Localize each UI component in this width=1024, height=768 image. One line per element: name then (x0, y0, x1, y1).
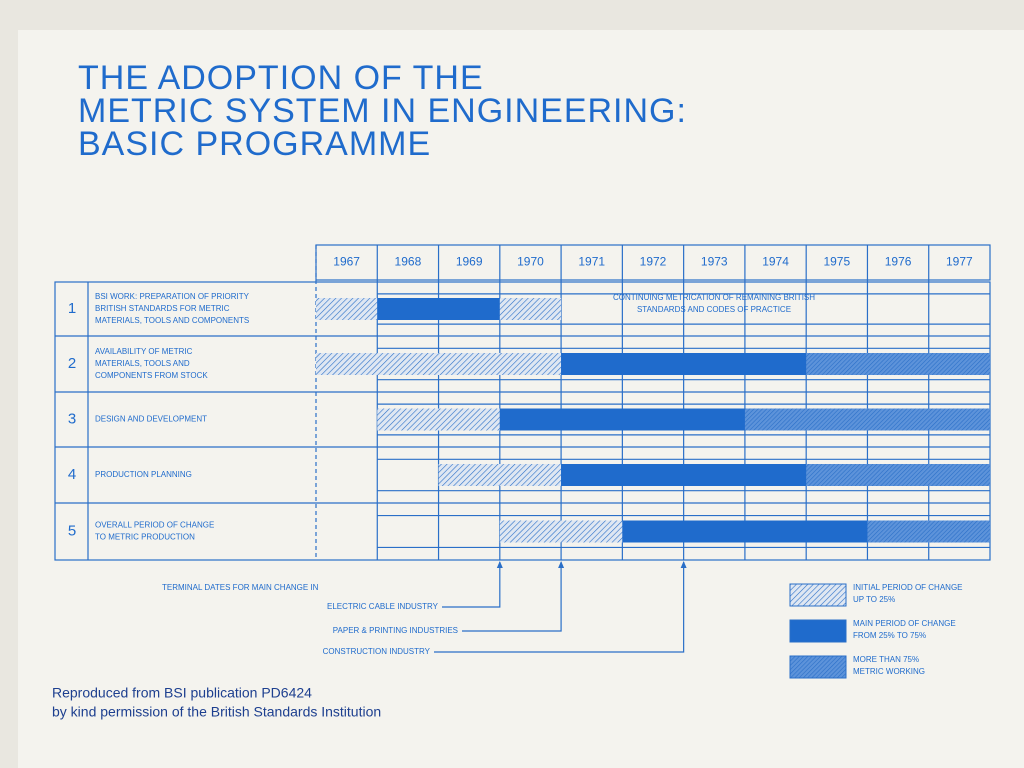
year-label: 1967 (333, 255, 360, 269)
row-number: 2 (68, 355, 76, 372)
year-label: 1969 (456, 255, 483, 269)
legend-label: MAIN PERIOD OF CHANGE (853, 619, 956, 628)
title-line: THE ADOPTION OF THE (78, 59, 484, 97)
bar-segment (499, 408, 745, 431)
footer-line: by kind permission of the British Standa… (52, 704, 381, 720)
row-label: MATERIALS, TOOLS AND (95, 359, 190, 368)
marker-arrow (680, 561, 687, 568)
bar-segment (438, 464, 562, 486)
year-label: 1972 (640, 255, 667, 269)
row-note: STANDARDS AND CODES OF PRACTICE (637, 305, 791, 314)
bar-segment (867, 520, 990, 543)
footer-line: Reproduced from BSI publication PD6424 (52, 685, 312, 701)
bar-segment (316, 353, 562, 375)
year-label: 1975 (823, 255, 850, 269)
bar-segment (499, 520, 623, 543)
title-line: METRIC SYSTEM IN ENGINEERING: (78, 92, 687, 130)
row-number: 5 (68, 522, 76, 539)
bar-segment (806, 353, 990, 375)
year-label: 1973 (701, 255, 728, 269)
bar-segment (744, 408, 990, 431)
row-label: DESIGN AND DEVELOPMENT (95, 415, 207, 424)
year-label: 1970 (517, 255, 544, 269)
row-label: MATERIALS, TOOLS AND COMPONENTS (95, 316, 249, 325)
bar-segment (561, 464, 807, 486)
year-label: 1971 (578, 255, 605, 269)
legend-swatch (789, 655, 847, 679)
legend-label: INITIAL PERIOD OF CHANGE (853, 583, 963, 592)
row-number: 4 (68, 466, 76, 483)
row-label: TO METRIC PRODUCTION (95, 533, 195, 542)
row-label: AVAILABILITY OF METRIC (95, 347, 193, 356)
card (18, 30, 1024, 768)
year-label: 1976 (885, 255, 912, 269)
marker-line (434, 562, 685, 653)
legend-swatch (789, 619, 847, 643)
legend-label: FROM 25% TO 75% (853, 631, 926, 640)
legend-swatch (789, 583, 847, 607)
legend-label: MORE THAN 75% (853, 655, 919, 664)
marker-arrow (496, 561, 503, 568)
year-label: 1968 (395, 255, 422, 269)
year-label: 1974 (762, 255, 789, 269)
marker-line (442, 562, 501, 608)
bar-segment (316, 298, 378, 320)
row-label: BRITISH STANDARDS FOR METRIC (95, 304, 230, 313)
title-line: BASIC PROGRAMME (78, 125, 431, 163)
markers-title: TERMINAL DATES FOR MAIN CHANGE IN (162, 583, 319, 592)
bar-segment (499, 298, 562, 320)
bar-segment (622, 520, 868, 543)
bar-segment (806, 464, 990, 486)
row-number: 1 (68, 300, 76, 317)
bar-segment (561, 353, 807, 375)
legend-label: UP TO 25% (853, 595, 895, 604)
legend-label: METRIC WORKING (853, 667, 925, 676)
row-label: BSI WORK: PREPARATION OF PRIORITY (95, 292, 250, 301)
marker-label: CONSTRUCTION INDUSTRY (323, 647, 431, 656)
marker-line (462, 562, 562, 632)
year-label: 1977 (946, 255, 973, 269)
row-label: OVERALL PERIOD OF CHANGE (95, 521, 214, 530)
bar-segment (377, 298, 500, 320)
marker-arrow (558, 561, 565, 568)
row-number: 3 (68, 410, 76, 427)
bar-segment (377, 408, 500, 431)
row-label: COMPONENTS FROM STOCK (95, 371, 208, 380)
row-note: CONTINUING METRICATION OF REMAINING BRIT… (613, 293, 815, 302)
marker-label: PAPER & PRINTING INDUSTRIES (333, 626, 458, 635)
marker-label: ELECTRIC CABLE INDUSTRY (327, 602, 439, 611)
row-label: PRODUCTION PLANNING (95, 470, 192, 479)
